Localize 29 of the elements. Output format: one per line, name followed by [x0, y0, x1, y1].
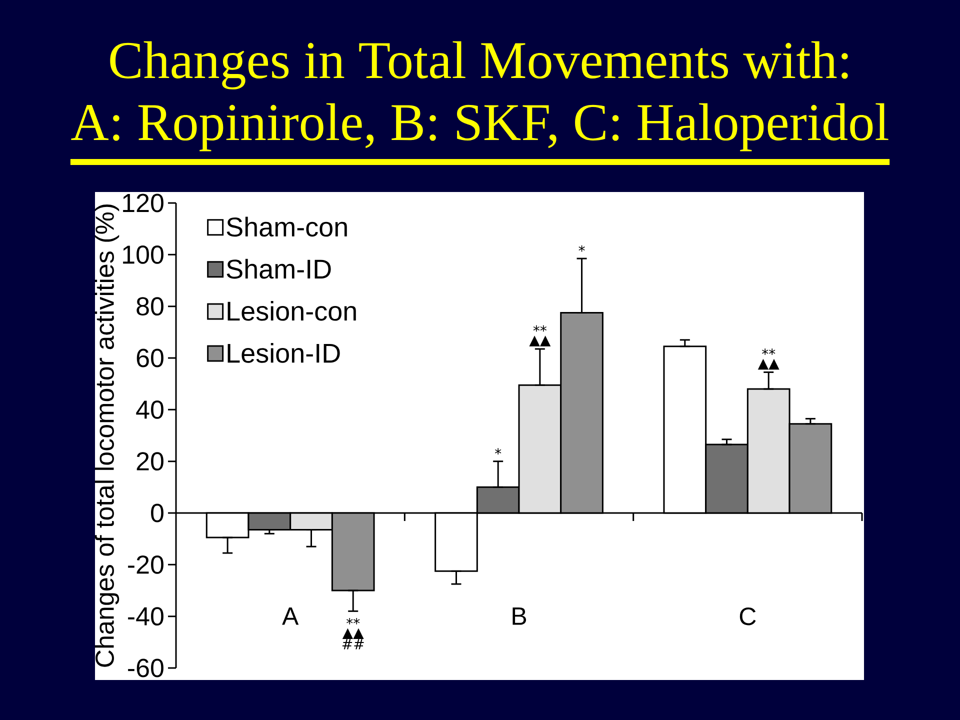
annotation: * [495, 448, 502, 455]
x-tick-label: B [512, 608, 526, 625]
legend-label: Lesion-con [228, 300, 356, 321]
x-tick-label: A [282, 608, 299, 625]
annotation: ** [533, 325, 547, 332]
annotation: ## [342, 639, 364, 650]
y-tick-label: 0 [151, 504, 164, 522]
annotation: ▲▲ [529, 336, 551, 346]
y-tick-label: 120 [123, 194, 164, 212]
legend-label: Sham-con [226, 216, 347, 237]
chart-subtitle: A: Ropinirole, B: SKF, C: Haloperidol [71, 103, 888, 152]
legend-label: Lesion-ID [228, 343, 340, 363]
y-tick-label: 100 [123, 245, 164, 264]
x-tick-label: C [740, 608, 756, 626]
y-axis-title: Changes of total locomotor activities (%) [94, 204, 120, 667]
annotation: ▲▲ [342, 628, 364, 640]
legend-label: Sham-ID [226, 258, 331, 279]
y-tick-label: -40 [128, 607, 164, 626]
y-tick-label: 60 [136, 348, 164, 368]
y-tick-label: -60 [128, 658, 164, 678]
y-tick-label: 20 [136, 452, 164, 471]
y-tick-label: -20 [128, 555, 164, 574]
y-tick-label: 40 [136, 400, 164, 419]
annotation: ** [762, 348, 776, 355]
annotation: * [578, 245, 585, 252]
annotation: ** [346, 618, 360, 624]
annotation: ▲▲ [758, 358, 780, 370]
chart-title: Changes in Total Movements with: [110, 41, 848, 90]
y-tick-label: 80 [136, 297, 164, 316]
